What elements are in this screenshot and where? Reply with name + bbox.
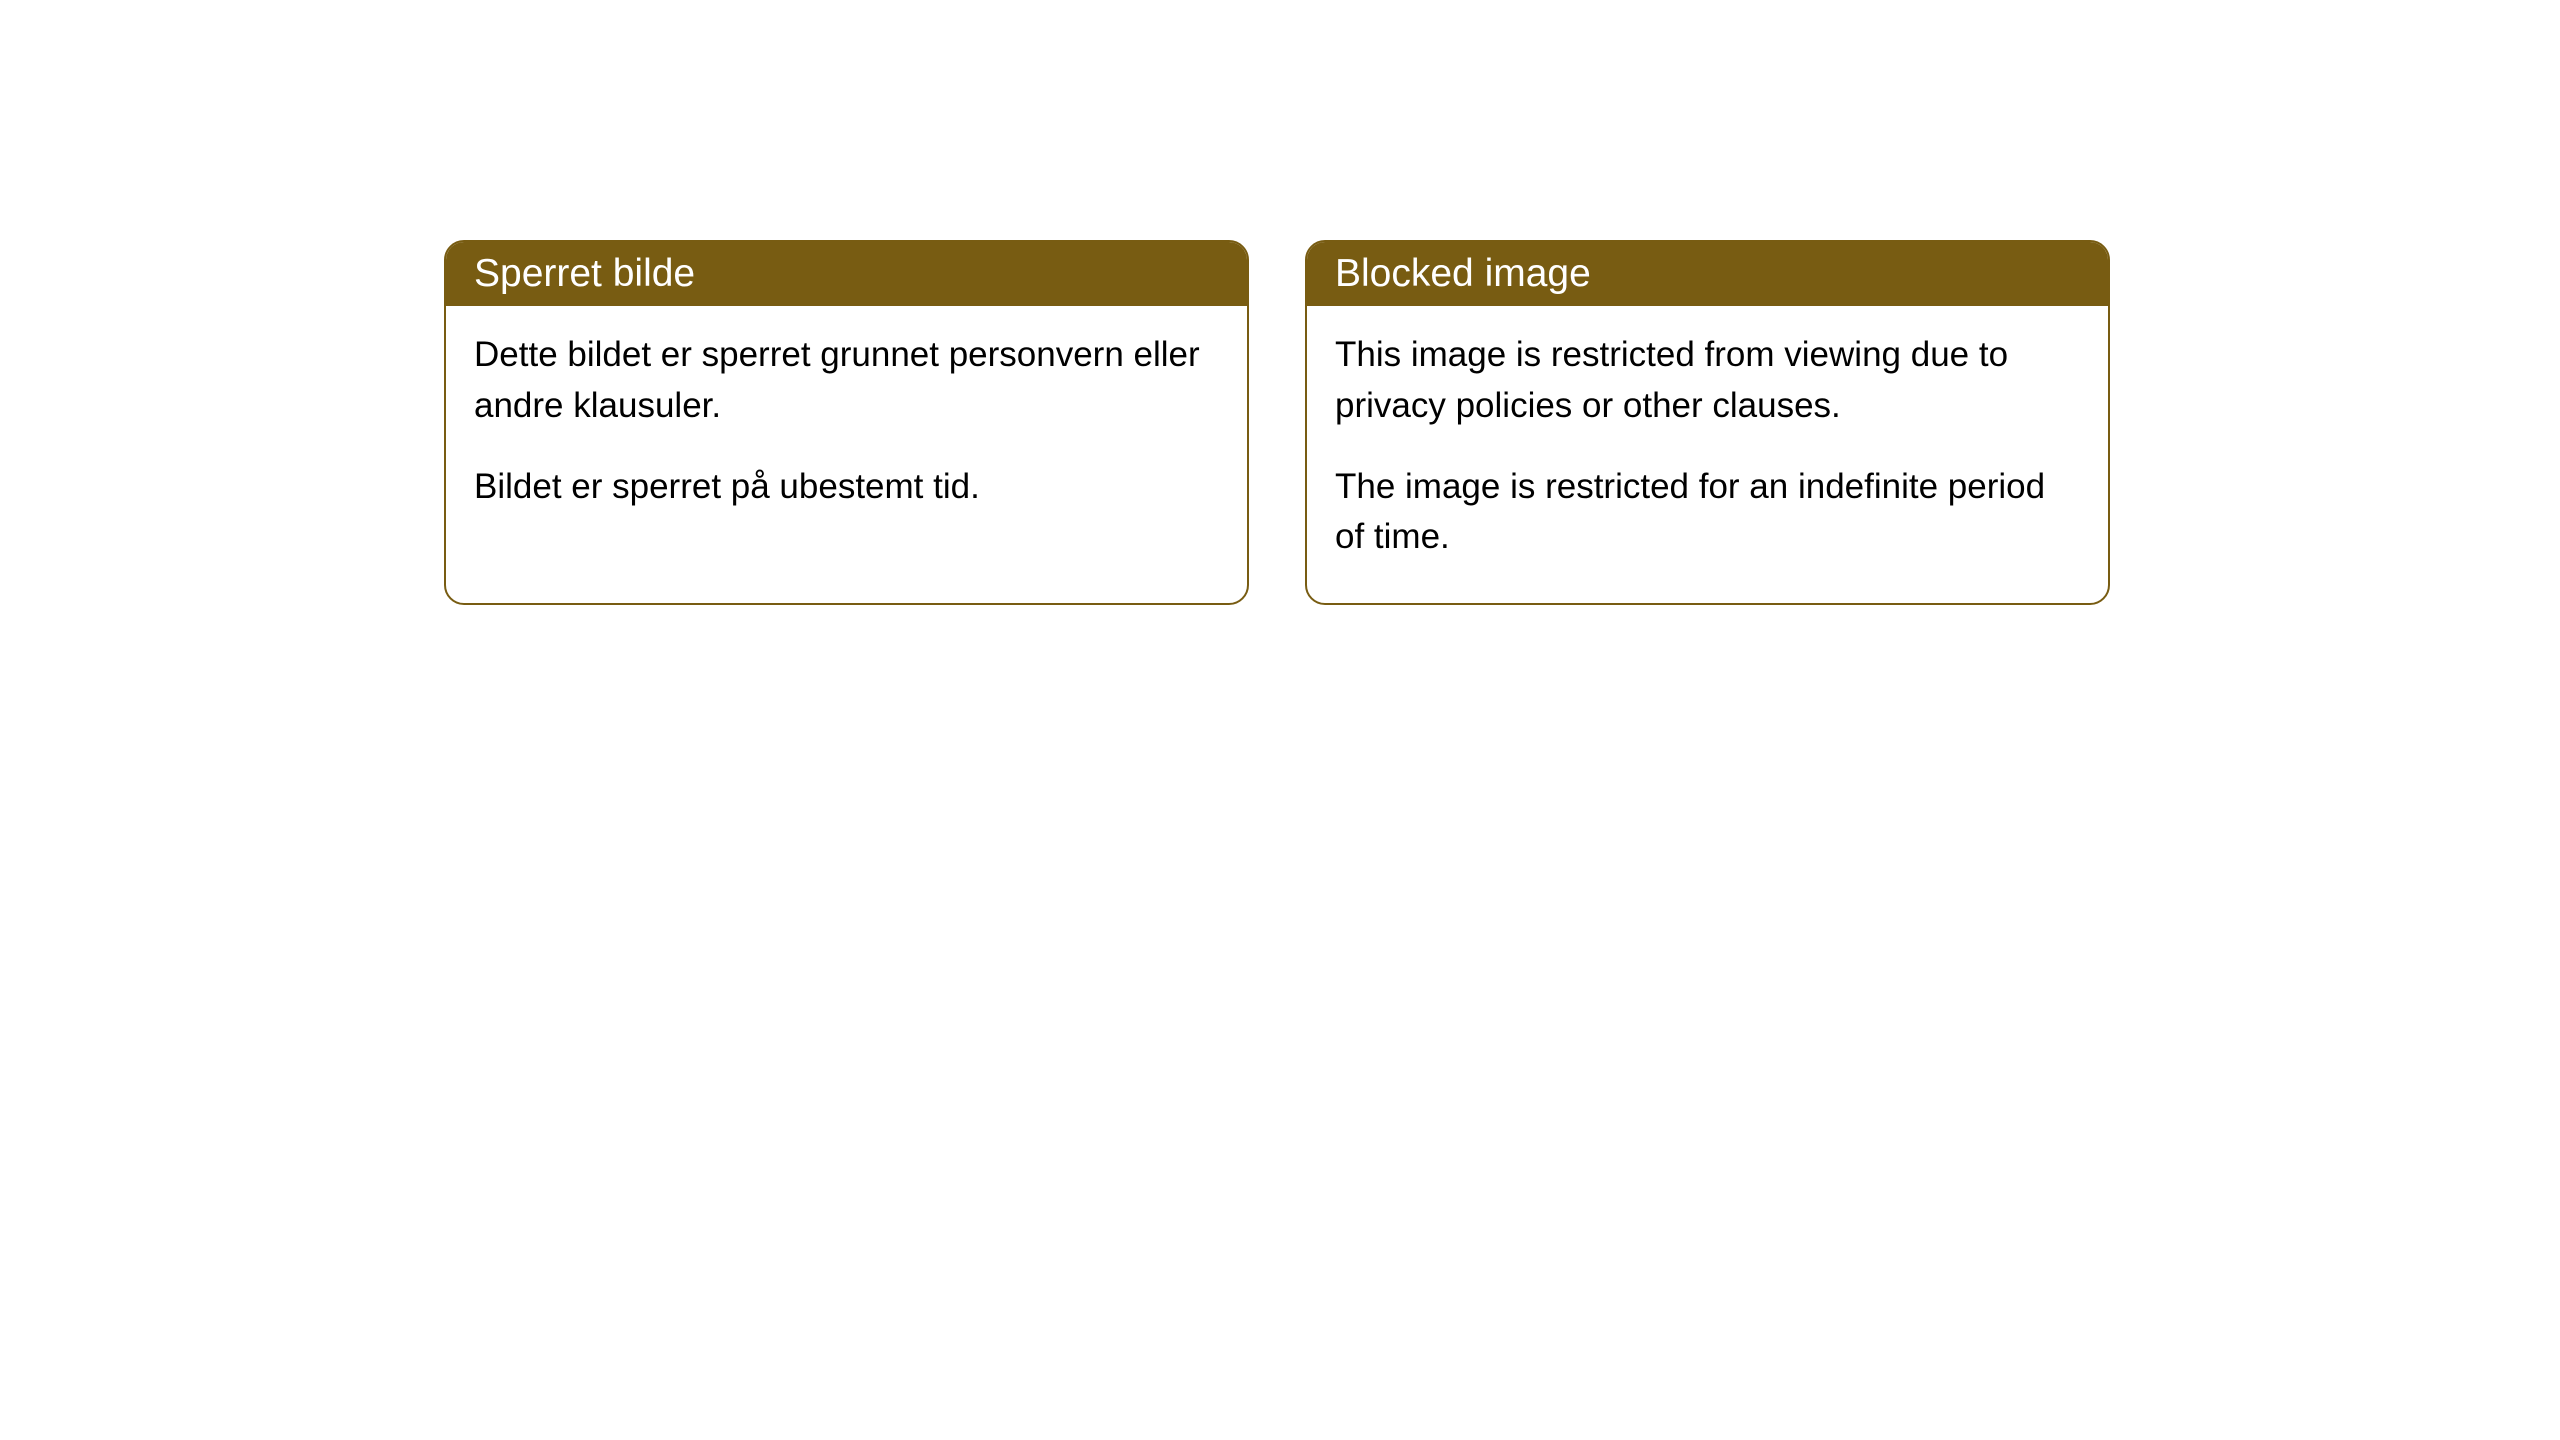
notice-card-english: Blocked image This image is restricted f… (1305, 240, 2110, 605)
card-paragraph: This image is restricted from viewing du… (1335, 330, 2080, 432)
card-header: Sperret bilde (446, 242, 1247, 306)
card-title: Sperret bilde (474, 252, 695, 295)
notice-card-norwegian: Sperret bilde Dette bildet er sperret gr… (444, 240, 1249, 605)
card-body: This image is restricted from viewing du… (1307, 306, 2108, 603)
card-body: Dette bildet er sperret grunnet personve… (446, 306, 1247, 552)
card-header: Blocked image (1307, 242, 2108, 306)
notice-container: Sperret bilde Dette bildet er sperret gr… (444, 240, 2110, 605)
card-paragraph: Dette bildet er sperret grunnet personve… (474, 330, 1219, 432)
card-paragraph: Bildet er sperret på ubestemt tid. (474, 462, 1219, 513)
card-paragraph: The image is restricted for an indefinit… (1335, 462, 2080, 564)
card-title: Blocked image (1335, 252, 1591, 295)
